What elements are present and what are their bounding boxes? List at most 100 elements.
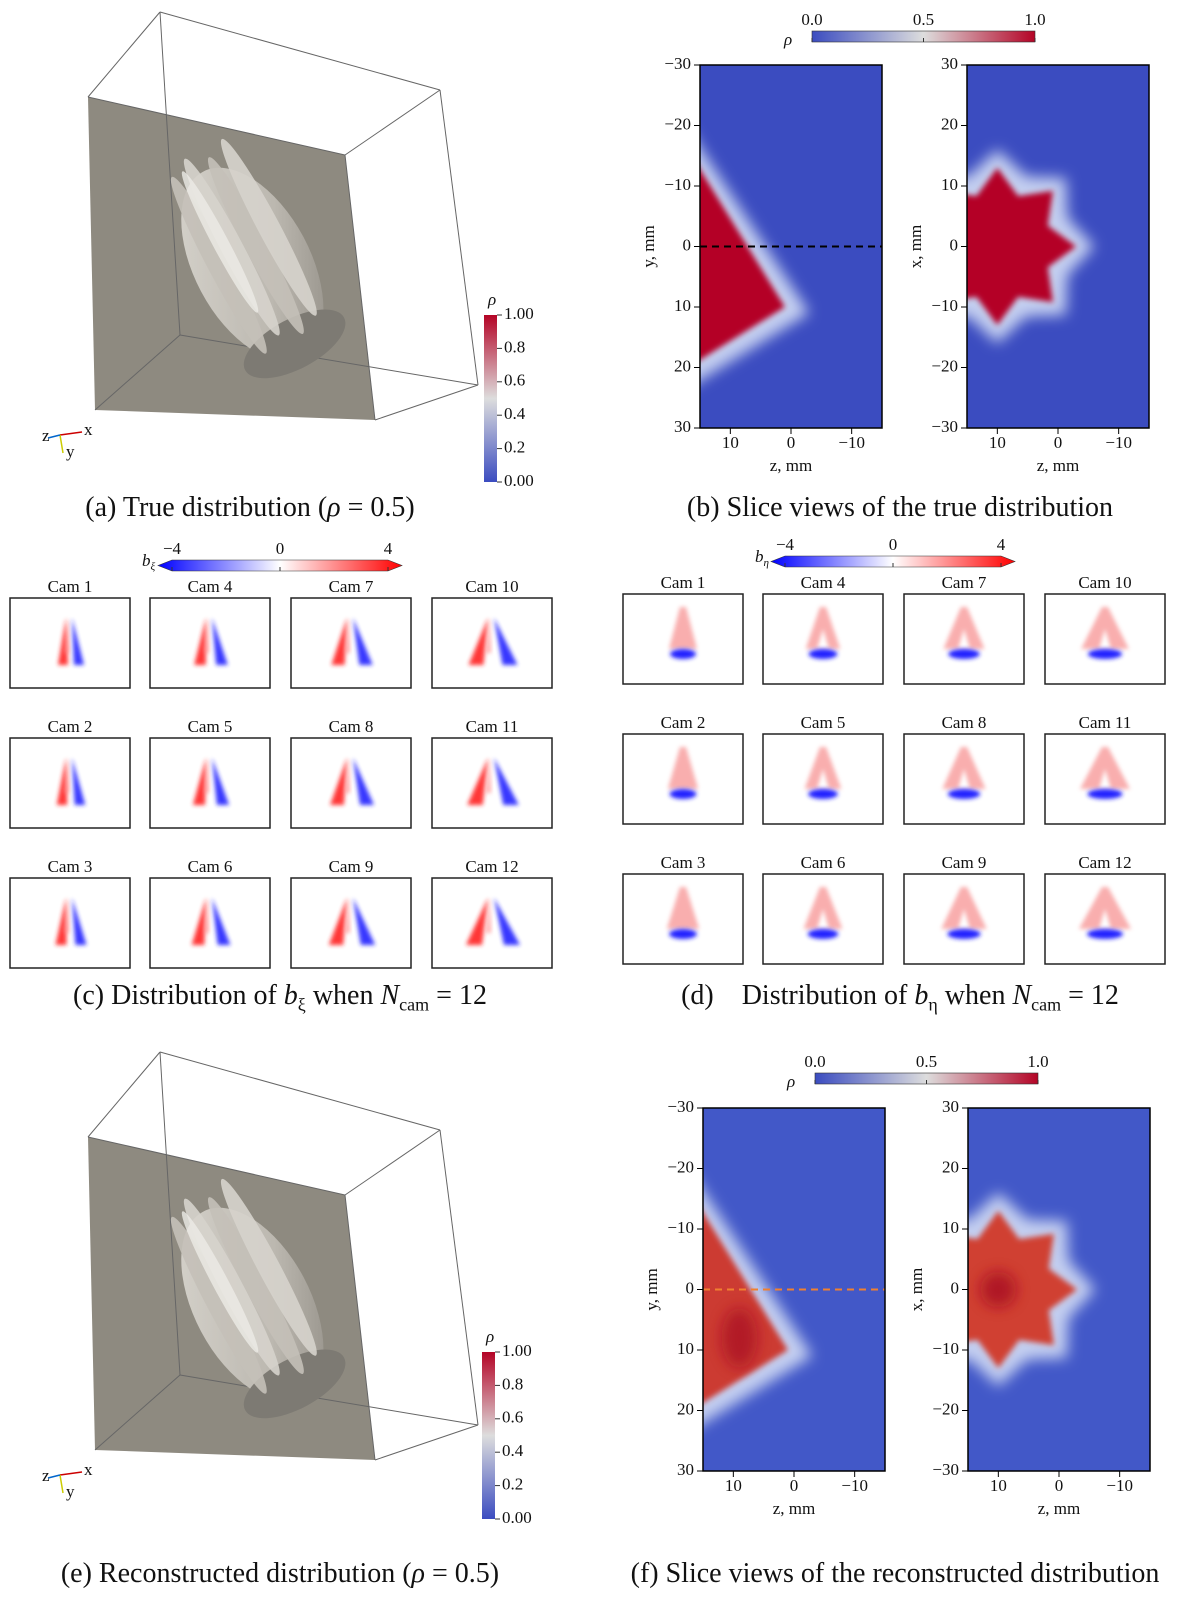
box-edge: [88, 1052, 160, 1137]
cam-image: [291, 598, 411, 688]
x-tick-label: 0: [1055, 1476, 1064, 1495]
y-tick-label: −10: [667, 1218, 694, 1237]
x-axis-label: z, mm: [770, 456, 813, 475]
axis-triad-label: x: [84, 1460, 93, 1479]
cam-title: Cam 11: [466, 717, 519, 736]
x-tick-label: 0: [790, 1476, 799, 1495]
cam-image: [150, 738, 270, 828]
cam-title: Cam 3: [48, 857, 93, 876]
field-negative: [1087, 929, 1123, 939]
cam-image: [150, 878, 270, 968]
box-edge: [375, 385, 478, 420]
colorbar-tick-label: 0: [889, 535, 898, 554]
cam-title: Cam 1: [48, 577, 93, 596]
cam-title: Cam 4: [801, 573, 846, 592]
colorbar-tick-label: 1.0: [1027, 1052, 1048, 1071]
x-tick-label: 10: [989, 433, 1006, 452]
cam-title: Cam 9: [942, 853, 987, 872]
x-tick-label: −10: [841, 1476, 868, 1495]
colorbar-tick-label: 0.8: [502, 1374, 523, 1393]
colorbar-tick-label: 0.4: [504, 404, 526, 423]
colorbar-label: ρ: [485, 1327, 494, 1346]
y-axis-label: y, mm: [639, 225, 658, 267]
cam-image: [10, 738, 130, 828]
y-tick-label: −20: [932, 1399, 959, 1418]
field-negative: [670, 789, 697, 799]
colorbar-tick-label: 4: [997, 535, 1006, 554]
colorbar-tick-label: 0.6: [504, 371, 525, 390]
colorbar-tick-label: −4: [776, 535, 795, 554]
box-edge: [440, 1130, 478, 1425]
colorbar-label: bξ: [142, 551, 156, 573]
y-tick-label: 30: [941, 54, 958, 73]
caption: (c) Distribution of bξ when Ncam = 12: [0, 980, 560, 1016]
cam-title: Cam 5: [188, 717, 233, 736]
field-negative: [808, 789, 838, 799]
x-axis-label: z, mm: [773, 1499, 816, 1518]
colorbar: [484, 315, 497, 482]
axis-triad: [60, 1472, 82, 1475]
box-edge: [345, 1130, 440, 1195]
colorbar-tick-label: 1.0: [1024, 10, 1045, 29]
heatmap: [682, 65, 882, 428]
y-tick-label: 20: [677, 1399, 694, 1418]
cam-title: Cam 12: [465, 857, 518, 876]
y-tick-label: −10: [931, 296, 958, 315]
y-tick-label: −30: [931, 417, 958, 436]
cam-image: [432, 598, 552, 688]
colorbar-tick-label: 0.5: [916, 1052, 937, 1071]
colorbar-label-base: b: [142, 551, 151, 570]
heatmap: [685, 1108, 885, 1471]
axis-triad-label: x: [84, 420, 93, 439]
colorbar-tick-label: 0.0: [801, 10, 822, 29]
y-axis-label: x, mm: [907, 1268, 926, 1311]
cam-title: Cam 6: [188, 857, 233, 876]
cam-title: Cam 7: [942, 573, 987, 592]
axis-triad: [60, 432, 82, 435]
box-edge: [160, 12, 440, 90]
x-tick-label: 10: [725, 1476, 742, 1495]
caption: (f) Slice views of the reconstructed dis…: [590, 1558, 1200, 1590]
y-tick-label: 10: [674, 296, 691, 315]
colorbar-label: ρ: [783, 30, 792, 49]
cam-title: Cam 2: [48, 717, 93, 736]
x-axis-label: z, mm: [1037, 456, 1080, 475]
render-3d: zxy: [42, 12, 478, 461]
colorbar-tick-label: 0: [276, 539, 285, 558]
render-3d: zxy: [42, 1052, 478, 1501]
y-tick-label: −10: [932, 1339, 959, 1358]
colorbar-tick-label: 0.2: [502, 1475, 523, 1494]
colorbar-label-base: b: [755, 547, 764, 566]
box-edge: [88, 12, 160, 97]
x-tick-label: 10: [722, 433, 739, 452]
y-axis-label: y, mm: [642, 1268, 661, 1310]
colorbar-tick-label: 1.00: [502, 1341, 532, 1360]
colorbar-tick-label: 0.4: [502, 1441, 524, 1460]
cam-title: Cam 3: [661, 853, 706, 872]
colorbar-label: ρ: [487, 290, 496, 309]
cam-title: Cam 12: [1078, 853, 1131, 872]
colorbar-tick-label: 4: [384, 539, 393, 558]
caption: (d) Distribution of bη when Ncam = 12: [600, 980, 1200, 1016]
y-tick-label: 30: [942, 1097, 959, 1116]
colorbar-tick-label: 0.8: [504, 337, 525, 356]
field-negative: [1087, 789, 1122, 799]
y-tick-label: 20: [941, 114, 958, 133]
axis-triad: [48, 435, 60, 438]
box-edge: [345, 90, 440, 155]
x-tick-label: 0: [787, 433, 796, 452]
y-tick-label: −10: [664, 175, 691, 194]
colorbar-label: ρ: [786, 1072, 795, 1091]
x-tick-label: 0: [1054, 433, 1063, 452]
field-negative: [1088, 649, 1122, 659]
cam-title: Cam 7: [329, 577, 374, 596]
y-tick-label: 20: [942, 1157, 959, 1176]
colorbar-label: bη: [755, 547, 769, 569]
y-tick-label: 20: [674, 356, 691, 375]
y-tick-label: 0: [951, 1278, 960, 1297]
cam-image: [432, 738, 552, 828]
heatmap-core-dark: [721, 1308, 757, 1368]
cam-title: Cam 1: [661, 573, 706, 592]
field-negative: [669, 929, 697, 939]
colorbar-tick-label: 1.00: [504, 304, 534, 323]
